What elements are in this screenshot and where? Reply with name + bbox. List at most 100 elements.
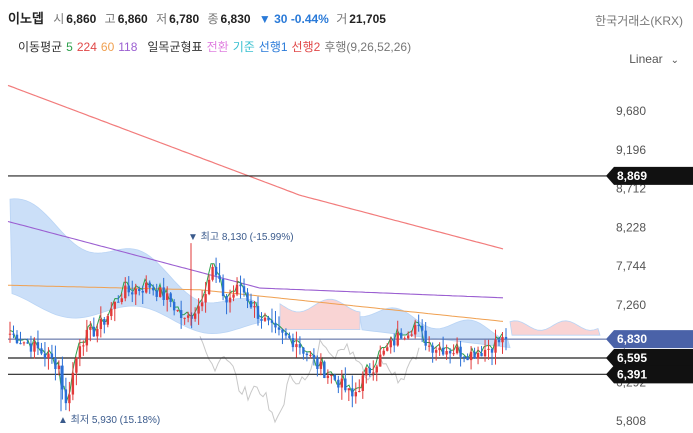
candle <box>232 285 235 302</box>
ma118-label: 118 <box>118 40 138 54</box>
ichimoku-label: 일목균형표 <box>147 40 203 54</box>
span1-label: 선행1 <box>258 40 288 54</box>
candle <box>403 336 406 341</box>
candle <box>501 331 504 354</box>
horizontal-line-label: 8,869 <box>606 166 693 185</box>
candle <box>389 336 392 354</box>
candle <box>148 280 151 294</box>
candle <box>494 329 497 365</box>
candle <box>214 257 218 283</box>
candle <box>75 356 78 386</box>
candle <box>47 347 50 370</box>
candle <box>92 317 96 338</box>
candle <box>103 317 106 334</box>
close-value: 6,830 <box>220 12 251 26</box>
ichimoku-cloud-bull <box>9 198 261 335</box>
candle <box>490 347 494 366</box>
stock-name: 이노뎁 <box>8 11 44 26</box>
candle <box>29 335 33 358</box>
candle <box>96 324 99 343</box>
y-tick-label: 8,228 <box>616 220 646 234</box>
volume-value: 21,705 <box>349 12 386 26</box>
open-label: 시 <box>53 12 65 26</box>
lagging-label: 후행(9,26,52,26) <box>324 40 412 54</box>
span2-label: 선행2 <box>291 40 321 54</box>
candle <box>382 347 385 357</box>
candle <box>452 344 455 357</box>
candle <box>455 337 459 355</box>
candle <box>117 295 120 303</box>
candle <box>239 275 242 299</box>
change-value: ▼ 30 -0.44% <box>258 12 329 26</box>
candle <box>441 336 445 356</box>
candle <box>267 315 270 326</box>
candle <box>43 342 47 367</box>
candle <box>50 344 54 364</box>
candle <box>393 333 396 353</box>
min-price-annotation: ▲ 최저 5,930 (15.18%) <box>58 414 160 426</box>
candle <box>420 319 424 343</box>
ma224-line <box>7 84 504 250</box>
y-tick-label: 7,744 <box>616 259 646 273</box>
candle <box>249 293 253 309</box>
candle <box>152 284 155 296</box>
candle <box>365 367 368 384</box>
candle <box>141 285 144 304</box>
candle <box>176 309 179 312</box>
candle <box>351 375 354 408</box>
candle <box>316 355 319 377</box>
candle <box>235 277 239 297</box>
candle <box>186 311 190 323</box>
candle <box>413 319 417 339</box>
scale-dropdown[interactable]: Linear ⌄ <box>629 52 679 66</box>
exchange-label: 한국거래소(KRX) <box>595 14 683 28</box>
candle <box>295 331 298 358</box>
close-label: 종 <box>207 12 219 26</box>
candle <box>85 319 89 352</box>
high-value: 6,860 <box>117 12 148 26</box>
candle <box>483 339 487 362</box>
candle <box>469 346 473 370</box>
candle <box>462 355 466 363</box>
candle <box>61 356 64 400</box>
horizontal-line-label: 6,595 <box>606 348 693 367</box>
y-tick-label: 5,808 <box>616 414 646 428</box>
candle <box>22 341 26 346</box>
candle <box>372 360 375 381</box>
candle <box>361 371 364 399</box>
candle <box>57 360 61 376</box>
candle <box>291 333 295 352</box>
candle <box>145 275 148 294</box>
candle <box>207 274 211 296</box>
candle <box>113 301 116 322</box>
candle <box>410 330 413 337</box>
ma5-line <box>9 263 503 402</box>
candle <box>424 322 427 351</box>
candle <box>473 347 476 359</box>
y-tick-label: 7,260 <box>616 298 646 312</box>
lagging-span-line <box>199 336 420 424</box>
candle <box>487 339 490 360</box>
candle <box>448 348 452 364</box>
candle <box>162 277 165 306</box>
candle <box>110 302 113 321</box>
candle <box>319 353 323 376</box>
y-tick-label: 9,680 <box>616 104 646 118</box>
candle <box>396 320 399 347</box>
ma-label: 이동평균 <box>18 40 63 54</box>
candle <box>427 336 431 352</box>
candle <box>134 283 137 306</box>
candle <box>298 336 302 355</box>
candle <box>337 375 340 394</box>
low-value: 6,780 <box>169 12 200 26</box>
candle <box>99 306 103 338</box>
candle <box>127 276 130 297</box>
candle <box>54 345 57 381</box>
candle <box>379 345 382 367</box>
candle <box>33 337 36 359</box>
ma5-label: 5 <box>66 40 73 54</box>
candle <box>277 316 281 336</box>
svg-text:8,869: 8,869 <box>617 169 647 183</box>
candle <box>211 264 214 282</box>
